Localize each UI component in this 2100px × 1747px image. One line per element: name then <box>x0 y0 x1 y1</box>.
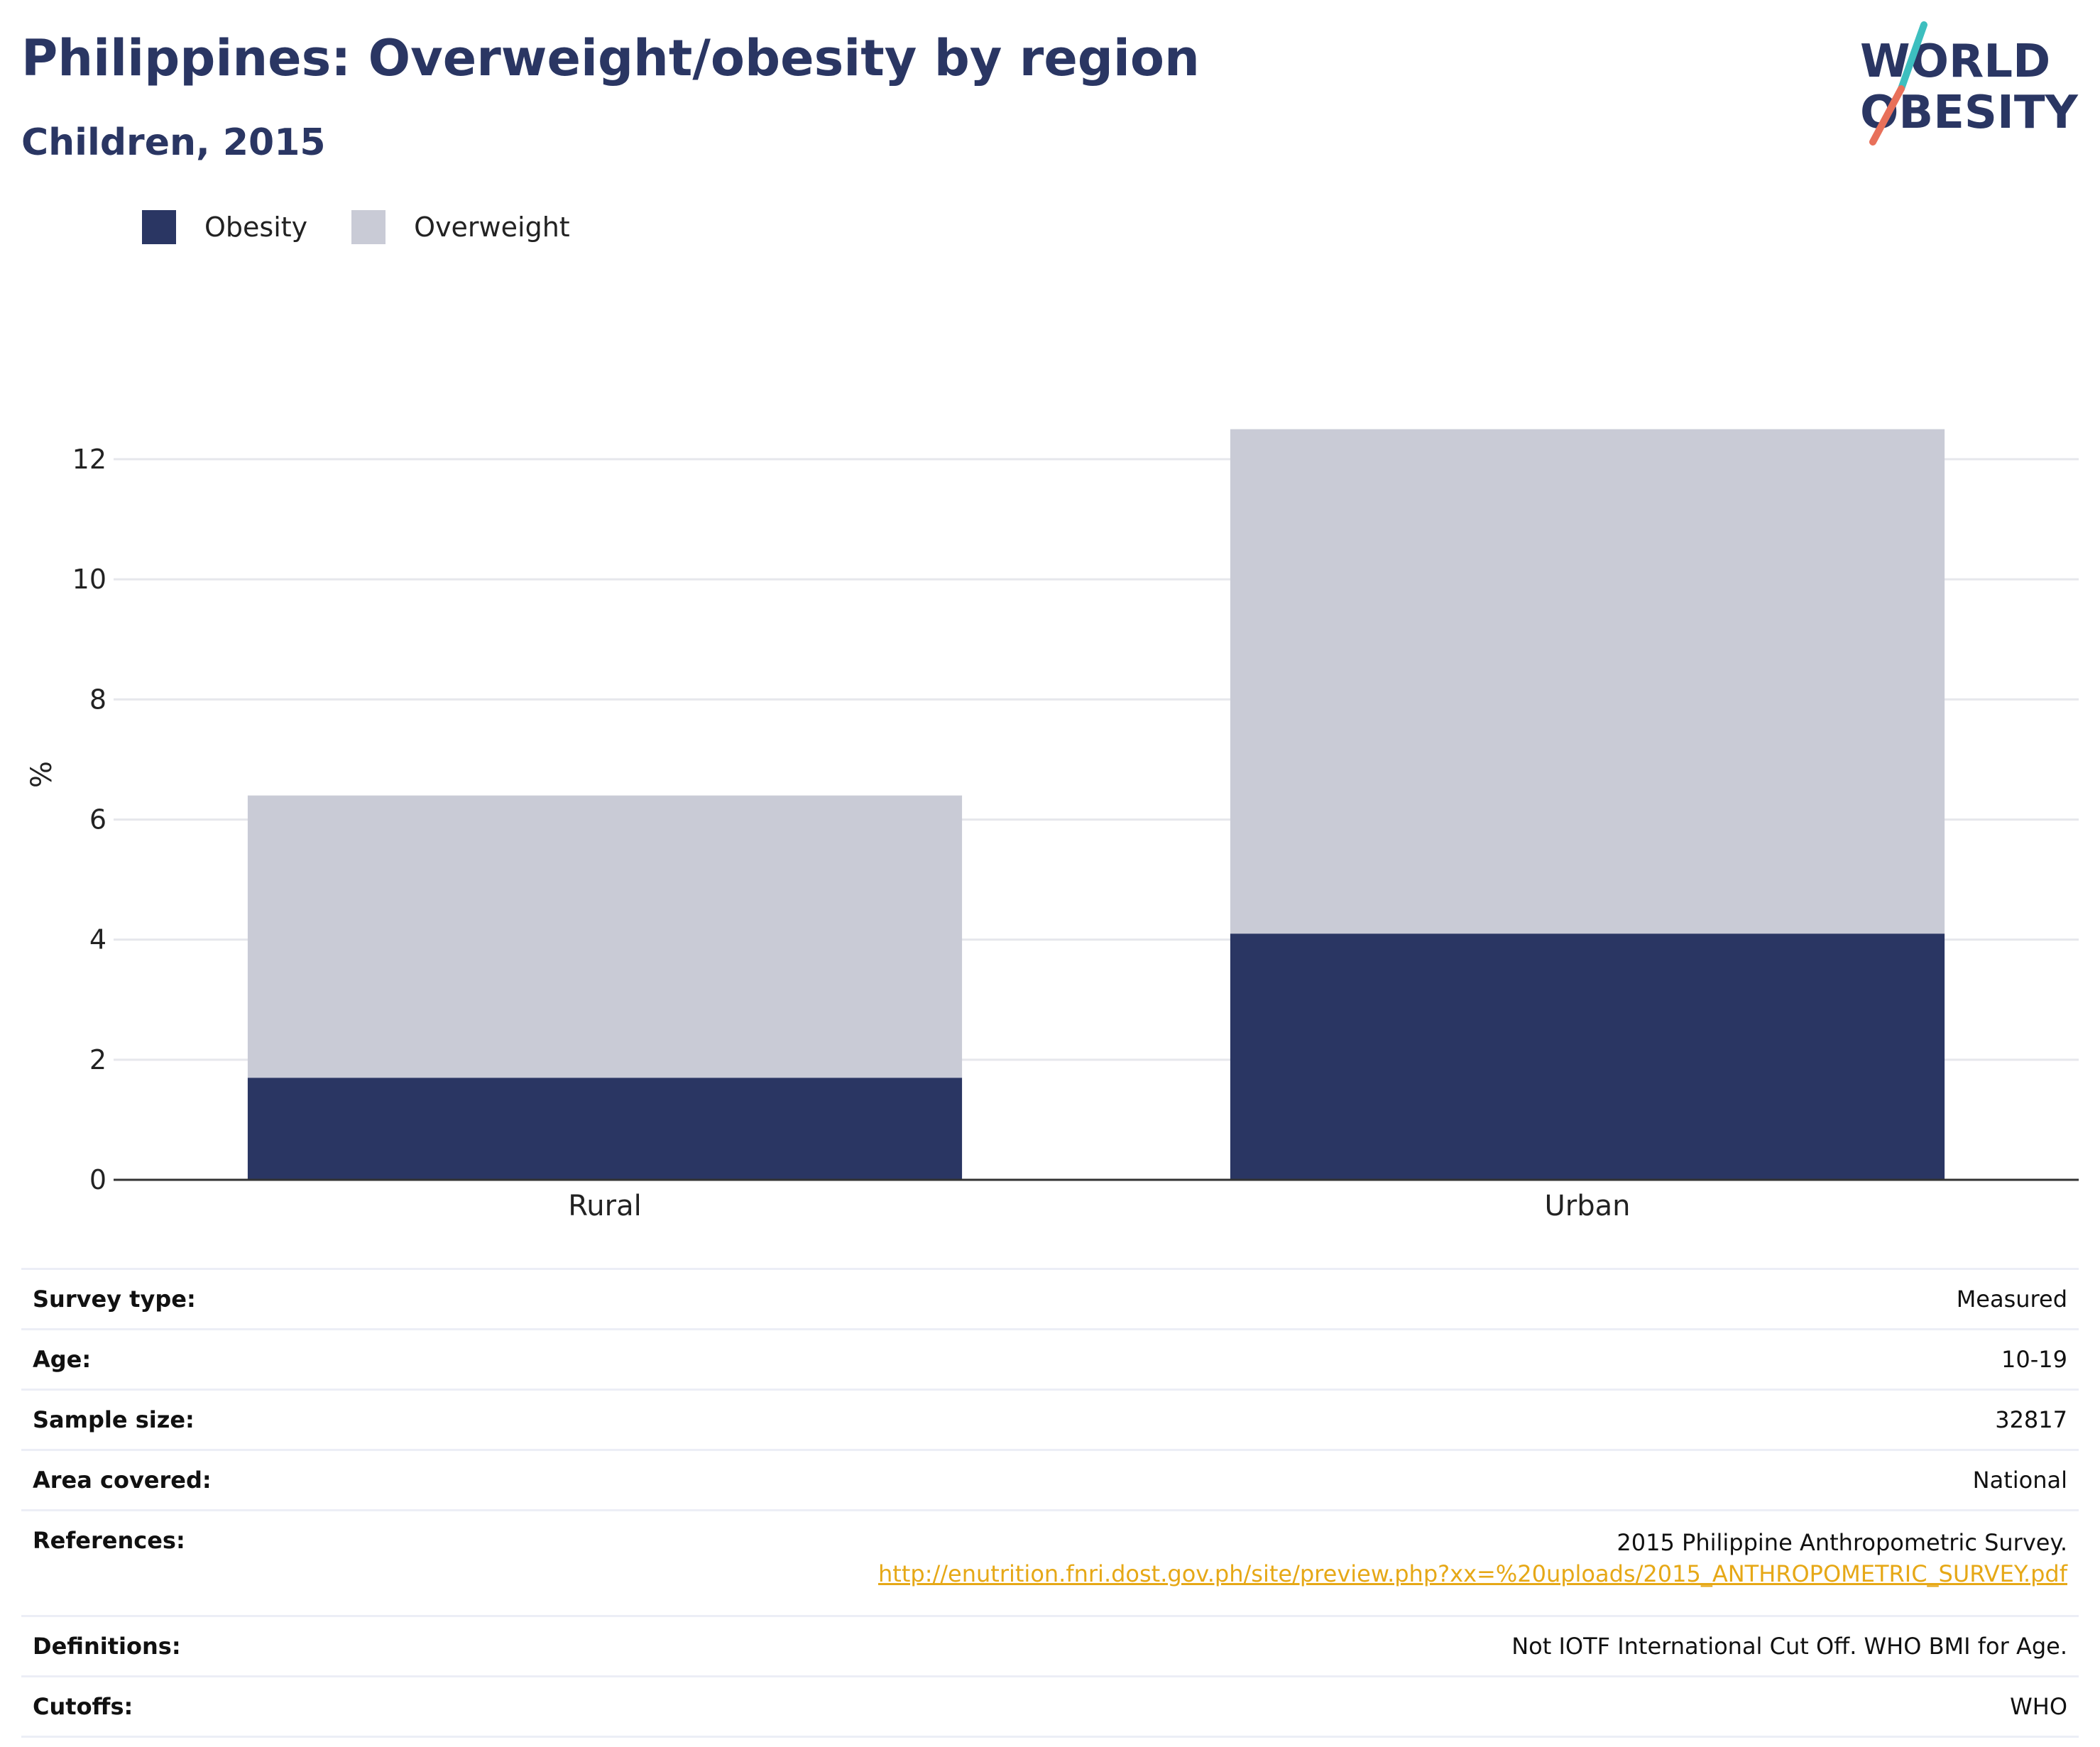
info-value: 2015 Philippine Anthropometric Survey. ht… <box>315 1511 2079 1616</box>
world-obesity-logo: WORLD OBESITY <box>1860 21 2078 146</box>
y-tick-label: 0 <box>89 1164 106 1195</box>
survey-info-table: Survey type: Measured Age: 10-19 Sample size… <box>21 1268 2079 1738</box>
info-label: Survey type: <box>33 1286 196 1313</box>
logo-line-2: OBESITY <box>1860 87 2078 139</box>
y-tick-label: 4 <box>89 924 106 955</box>
y-tick-label: 10 <box>72 564 106 595</box>
legend-item-overweight[interactable]: Overweight <box>351 210 570 244</box>
info-label: Age: <box>33 1346 92 1373</box>
logo-line-1: WORLD <box>1860 35 2050 88</box>
legend-swatch-obesity <box>142 210 176 244</box>
bar-overweight-urban[interactable] <box>1230 429 1945 934</box>
info-row: Definitions: Not IOTF International Cut O… <box>21 1616 2079 1677</box>
bar-overweight-rural[interactable] <box>247 795 963 1078</box>
info-row: Area covered: National <box>21 1450 2079 1511</box>
y-axis-label: % <box>26 761 58 788</box>
info-value: 32817 <box>1995 1406 2067 1433</box>
info-label: Sample size: <box>33 1406 195 1433</box>
info-row: Age: 10-19 <box>21 1329 2079 1390</box>
legend-swatch-overweight <box>351 210 386 244</box>
x-tick-label: Rural <box>568 1190 641 1222</box>
logo-slash-top <box>1898 21 1927 92</box>
page-title: Philippines: Overweight/obesity by regio… <box>21 29 1200 87</box>
info-row: Sample size: 32817 <box>21 1389 2079 1450</box>
info-value: Measured <box>1956 1286 2067 1313</box>
info-label: Cutoffs: <box>33 1693 133 1720</box>
info-label: References: <box>33 1527 185 1554</box>
info-value: WHO <box>2010 1693 2067 1720</box>
page-subtitle: Children, 2015 <box>21 121 326 164</box>
info-value: 10-19 <box>2001 1346 2067 1373</box>
stacked-bar-chart: 0 2 4 6 8 10 12% Rural Urban <box>26 429 2079 1222</box>
info-value: Not IOTF International Cut Off. WHO BMI … <box>1511 1633 2067 1660</box>
y-tick-label: 6 <box>89 804 106 835</box>
info-value: National <box>1972 1467 2067 1494</box>
y-tick-label: 2 <box>89 1044 106 1075</box>
y-tick-label: 12 <box>72 444 106 475</box>
x-tick-label: Urban <box>1545 1190 1631 1222</box>
reference-text: 2015 Philippine Anthropometric Survey. <box>1617 1529 2067 1556</box>
info-label: Area covered: <box>33 1467 212 1494</box>
legend-item-obesity[interactable]: Obesity <box>142 210 307 244</box>
y-tick-label: 8 <box>89 684 106 715</box>
legend-label-obesity: Obesity <box>204 212 308 243</box>
bar-layer <box>247 429 1945 1180</box>
chart-legend: Obesity Overweight <box>142 210 614 244</box>
legend-label-overweight: Overweight <box>414 212 570 243</box>
info-row: Cutoffs: WHO <box>21 1676 2079 1737</box>
axis-layer: 0 2 4 6 8 10 12% Rural Urban <box>26 444 2079 1222</box>
info-row: Survey type: Measured <box>21 1269 2079 1330</box>
reference-link[interactable]: http://enutrition.fnri.dost.gov.ph/site/… <box>878 1560 2067 1587</box>
info-row: References: 2015 Philippine Anthropometri… <box>21 1510 2079 1616</box>
logo-slash-bottom <box>1869 85 1905 146</box>
info-label: Definitions: <box>33 1633 181 1660</box>
bar-obesity-urban[interactable] <box>1230 933 1945 1180</box>
bar-obesity-rural[interactable] <box>247 1078 963 1180</box>
